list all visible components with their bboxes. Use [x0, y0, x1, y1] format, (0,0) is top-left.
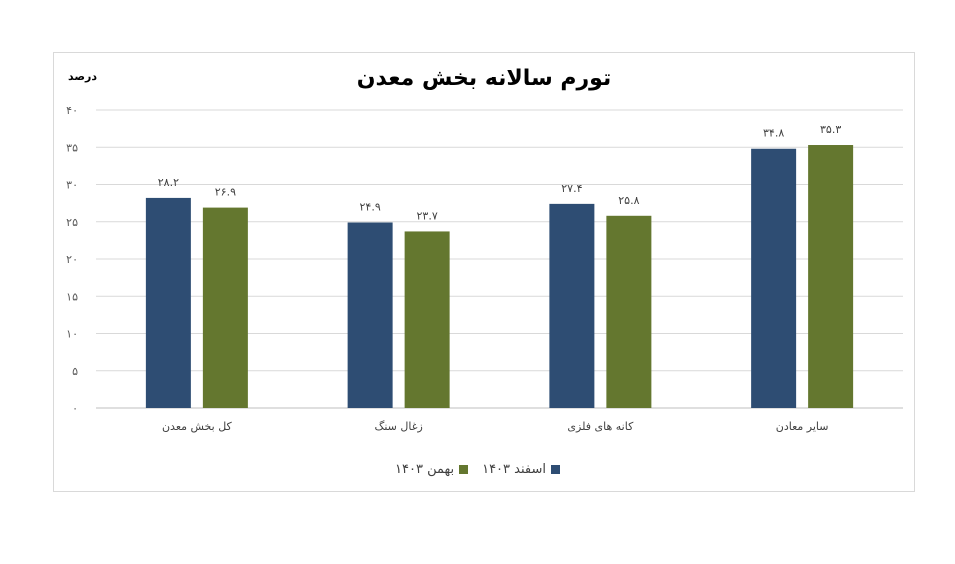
y-tick-label: ۲۵ [66, 216, 78, 229]
chart-title: تورم سالانه بخش معدن [356, 66, 612, 91]
bar [606, 215, 652, 408]
legend: اسفند ۱۴۰۳ بهمن ۱۴۰۳ [0, 462, 955, 477]
legend-label-bahman: بهمن ۱۴۰۳ [395, 462, 455, 477]
y-tick-label: ۵ [72, 365, 78, 378]
bar [549, 203, 595, 408]
x-tick-label: زغال سنگ [374, 420, 422, 433]
bar [145, 197, 191, 408]
data-label: ۳۵.۳ [820, 123, 841, 136]
bar [404, 231, 450, 408]
y-tick-label: ۳۰ [66, 179, 78, 192]
data-label: ۲۳.۷ [417, 209, 438, 222]
bar [751, 148, 797, 409]
y-tick-label: ۱۵ [66, 290, 78, 303]
y-tick-label: ۱۰ [66, 328, 78, 341]
data-label: ۲۸.۲ [158, 176, 179, 189]
y-tick-label: ۰ [72, 402, 78, 415]
bar [808, 145, 854, 408]
legend-swatch-bahman [459, 465, 469, 474]
legend-swatch-esfand [551, 465, 560, 474]
legend-label-esfand: اسفند ۱۴۰۳ [482, 462, 546, 477]
data-label: ۲۷.۴ [561, 182, 582, 195]
y-axis-label: درصد [68, 70, 97, 83]
legend-item-esfand: اسفند ۱۴۰۳ [482, 462, 560, 477]
y-tick-label: ۳۵ [66, 141, 78, 154]
bar [347, 222, 393, 408]
data-label: ۲۶.۹ [215, 186, 236, 199]
data-label: ۳۴.۸ [763, 127, 784, 140]
data-label: ۲۵.۸ [618, 194, 639, 207]
data-label: ۲۴.۹ [360, 200, 381, 213]
y-tick-label: ۲۰ [66, 253, 78, 266]
bar [202, 207, 248, 408]
x-tick-label: کانه های فلزی [567, 420, 634, 433]
x-tick-label: کل بخش معدن [162, 420, 233, 433]
y-tick-label: ۴۰ [66, 104, 78, 117]
x-tick-label: سایر معادن [776, 420, 829, 433]
legend-item-bahman: بهمن ۱۴۰۳ [395, 462, 469, 477]
